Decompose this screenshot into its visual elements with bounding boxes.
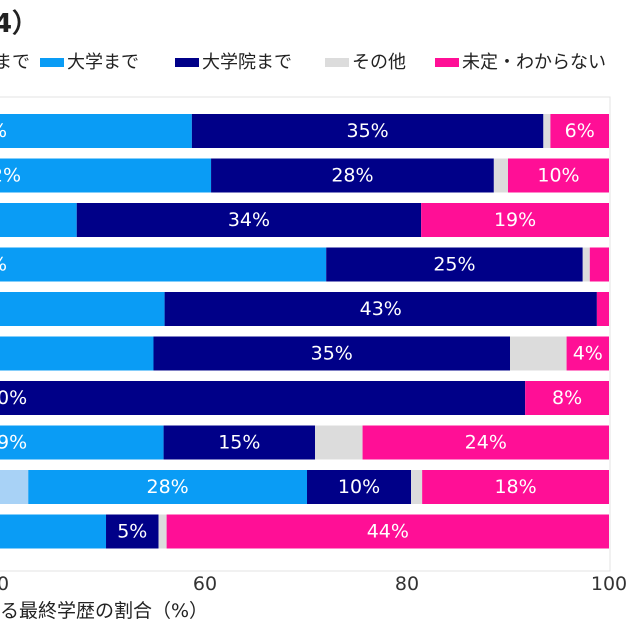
data-label: 35% bbox=[346, 120, 388, 142]
bar-segment-university bbox=[0, 158, 212, 193]
bar-row: 19% 15% 24% bbox=[0, 425, 609, 460]
data-label: 4% bbox=[573, 343, 603, 365]
data-label: % bbox=[0, 120, 7, 142]
bar-segment-undecided bbox=[525, 381, 609, 415]
bar-segment-other bbox=[315, 425, 363, 460]
bar-segment-undecided bbox=[422, 470, 609, 504]
legend-label: 未定・わからない bbox=[462, 52, 606, 73]
bar-segment-other bbox=[493, 158, 508, 193]
bar-segment-university bbox=[0, 292, 165, 326]
bar-segment-graduate bbox=[106, 514, 159, 549]
data-label: 8% bbox=[552, 387, 582, 409]
bar-segment-university bbox=[0, 514, 107, 549]
data-label: 28% bbox=[147, 476, 189, 498]
bar-segment-undecided bbox=[421, 203, 609, 237]
data-label: 34% bbox=[228, 209, 270, 231]
legend-swatch bbox=[325, 58, 349, 67]
bar-row: % 35% 6% bbox=[0, 114, 609, 148]
x-tick-label: 100 bbox=[591, 573, 627, 595]
bar-segment-university bbox=[0, 114, 192, 148]
bar-row: 34% 19% bbox=[0, 203, 609, 237]
bar-segment-university bbox=[0, 336, 154, 371]
bar-row: 28% 10% 18% bbox=[0, 470, 609, 504]
bar-segment-other bbox=[543, 114, 551, 148]
bar-segment-undecided bbox=[362, 425, 609, 460]
bar-segment-pale_blue bbox=[0, 470, 29, 504]
bar-segment-graduate bbox=[191, 114, 544, 148]
bars: % 35% 6% 2% 28% 10% 34% 19%% 25% 43% 35% 4% 60% 8% 19%… bbox=[0, 114, 609, 549]
legend-label: 大学院まで bbox=[202, 52, 292, 73]
x-axis-ticks: 40 60 80 100 bbox=[0, 573, 627, 595]
bar-segment-graduate bbox=[153, 336, 511, 371]
data-label: 19% bbox=[0, 432, 27, 454]
bar-segment-university bbox=[0, 203, 77, 237]
data-label: 24% bbox=[465, 432, 507, 454]
bar-row: 2% 28% 10% bbox=[0, 158, 609, 193]
data-label: 6% bbox=[565, 120, 595, 142]
bar-segment-undecided bbox=[550, 114, 609, 148]
bar-segment-other bbox=[510, 336, 567, 371]
data-label: 60% bbox=[0, 387, 27, 409]
chart-title: 4） bbox=[0, 9, 38, 39]
bar-segment-other bbox=[582, 247, 590, 282]
bar-segment-university bbox=[0, 247, 327, 282]
bar-row: 43% bbox=[0, 292, 609, 326]
legend-label: その他 bbox=[352, 52, 406, 73]
legend-swatch bbox=[435, 58, 459, 67]
bar-segment-undecided bbox=[596, 292, 609, 326]
bar-segment-other bbox=[411, 470, 423, 504]
legend-label: まで bbox=[0, 52, 30, 73]
bar-segment-graduate bbox=[211, 158, 494, 193]
data-label: % bbox=[0, 254, 7, 276]
bar-segment-undecided bbox=[508, 158, 609, 193]
bar-segment-undecided bbox=[166, 514, 609, 549]
bar-segment-graduate bbox=[164, 292, 597, 326]
bar-segment-undecided bbox=[589, 247, 609, 282]
bar-row: 35% 4% bbox=[0, 336, 609, 371]
x-axis-label: る最終学歴の割合（%） bbox=[0, 600, 208, 622]
legend-swatch bbox=[40, 58, 64, 67]
data-label: 10% bbox=[537, 165, 579, 187]
bar-segment-other bbox=[158, 514, 167, 549]
bar-segment-university bbox=[0, 425, 164, 460]
bar-row: % 25% bbox=[0, 247, 609, 282]
legend-swatch bbox=[175, 58, 199, 67]
x-tick-label: 80 bbox=[395, 573, 419, 595]
data-label: 43% bbox=[360, 298, 402, 320]
x-tick-label: 40 bbox=[0, 573, 9, 595]
bar-segment-university bbox=[28, 470, 308, 504]
data-label: 2% bbox=[0, 165, 21, 187]
data-label: 15% bbox=[218, 432, 260, 454]
data-label: 19% bbox=[494, 209, 536, 231]
legend: まで 大学まで 大学院まで その他 未定・わからない bbox=[0, 52, 606, 73]
data-label: 18% bbox=[494, 476, 536, 498]
bar-row: 60% 8% bbox=[0, 381, 609, 415]
bar-segment-graduate bbox=[307, 470, 412, 504]
bar-row: 5% 44% bbox=[0, 514, 609, 549]
bar-segment-graduate bbox=[0, 381, 526, 415]
data-label: 28% bbox=[331, 165, 373, 187]
bar-segment-graduate bbox=[326, 247, 583, 282]
data-label: 25% bbox=[433, 254, 475, 276]
bar-segment-graduate bbox=[163, 425, 316, 460]
bar-segment-undecided bbox=[566, 336, 609, 371]
data-label: 10% bbox=[338, 476, 380, 498]
data-label: 35% bbox=[311, 343, 353, 365]
data-label: 44% bbox=[367, 521, 409, 543]
legend-label: 大学まで bbox=[67, 52, 139, 73]
data-label: 5% bbox=[117, 521, 147, 543]
x-tick-label: 60 bbox=[193, 573, 217, 595]
bar-segment-graduate bbox=[76, 203, 422, 237]
